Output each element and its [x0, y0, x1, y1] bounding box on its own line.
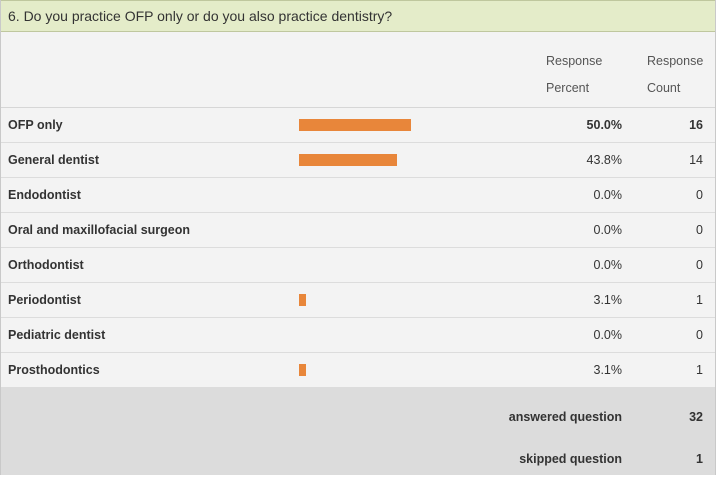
question-title: 6. Do you practice OFP only or do you al… [1, 0, 715, 32]
column-headers: Response Percent Response Count [1, 32, 715, 108]
response-bar [299, 294, 306, 306]
response-bar-track [299, 119, 523, 131]
response-count-header-line2: Count [647, 81, 681, 95]
answer-row: Prosthodontics 3.1% 1 [1, 353, 715, 388]
response-percent: 3.1% [593, 293, 623, 307]
response-count: 0 [696, 258, 703, 272]
answer-label: Prosthodontics [8, 363, 100, 377]
answer-label: General dentist [8, 153, 99, 167]
response-bar [299, 119, 411, 131]
answer-row: OFP only 50.0% 16 [1, 108, 715, 143]
response-count: 14 [689, 153, 703, 167]
answer-label: Orthodontist [8, 258, 84, 272]
response-count: 1 [696, 363, 703, 377]
answer-label: Pediatric dentist [8, 328, 106, 342]
response-percent-header-line2: Percent [546, 81, 590, 95]
answer-row: Oral and maxillofacial surgeon 0.0% 0 [1, 213, 715, 248]
skipped-question-value: 1 [696, 452, 703, 466]
response-percent: 0.0% [593, 328, 623, 342]
response-count: 0 [696, 188, 703, 202]
answer-label: Periodontist [8, 293, 81, 307]
answer-label: OFP only [8, 118, 63, 132]
response-count: 0 [696, 328, 703, 342]
skipped-question-label: skipped question [519, 452, 622, 466]
response-bar [299, 154, 397, 166]
response-percent: 0.0% [593, 258, 623, 272]
response-bar [299, 364, 306, 376]
response-count: 0 [696, 223, 703, 237]
response-percent: 0.0% [593, 188, 623, 202]
response-count-header-line1: Response [647, 54, 704, 68]
summary-footer: answered question 32 skipped question 1 [1, 388, 715, 475]
response-count: 1 [696, 293, 703, 307]
response-percent: 50.0% [586, 118, 622, 132]
answer-label: Endodontist [8, 188, 81, 202]
response-count: 16 [689, 118, 703, 132]
answered-row: answered question 32 [1, 388, 715, 430]
answered-question-value: 32 [689, 410, 703, 424]
response-bar-track [299, 294, 523, 306]
response-bar-track [299, 154, 523, 166]
skipped-row: skipped question 1 [1, 430, 715, 472]
response-bar-track [299, 364, 523, 376]
answer-row: General dentist 43.8% 14 [1, 143, 715, 178]
response-percent: 0.0% [593, 223, 623, 237]
answer-row: Pediatric dentist 0.0% 0 [1, 318, 715, 353]
answer-row: Orthodontist 0.0% 0 [1, 248, 715, 283]
answer-label: Oral and maxillofacial surgeon [8, 223, 191, 237]
response-count-header: Response Count [647, 48, 703, 102]
response-percent: 43.8% [586, 153, 622, 167]
response-percent-header-line1: Response [546, 54, 603, 68]
answer-row: Endodontist 0.0% 0 [1, 178, 715, 213]
answered-question-label: answered question [508, 410, 622, 424]
answer-row: Periodontist 3.1% 1 [1, 283, 715, 318]
response-percent: 3.1% [593, 363, 623, 377]
response-percent-header: Response Percent [546, 48, 602, 102]
answer-rows: OFP only 50.0% 16 General dentist 43.8% 14 End… [1, 108, 715, 388]
